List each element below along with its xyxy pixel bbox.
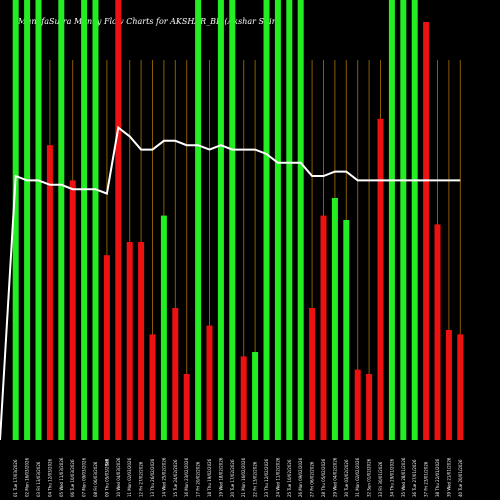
bar-down (46, 145, 53, 440)
bar-up (12, 0, 19, 440)
bar-down (309, 308, 316, 440)
bar-up (92, 0, 99, 440)
bar-up (411, 0, 418, 440)
bar-down (115, 0, 122, 440)
bar-up (217, 0, 224, 440)
bar-up (24, 0, 31, 440)
bar-down (138, 242, 145, 440)
x-tick-label: 36 Tue 27/01/2026 (412, 459, 417, 497)
line-layer (0, 125, 461, 441)
x-tick-label: 31 Mon 02/02/2026 (355, 457, 360, 497)
x-tick-label: 34 Thu 29/01/2026 (389, 458, 394, 497)
x-tick-label: 27 Fri 06/02/2026 (310, 461, 315, 497)
x-tick-label: 05 Wed 11/03/2026 (59, 457, 64, 497)
x-tick-label: 15 Tue 24/02/2026 (173, 459, 178, 497)
bar-down (366, 374, 373, 440)
x-tick-label: 10 Wed 04/03/2026 (116, 457, 121, 497)
bar-down (103, 255, 110, 440)
x-tick-label: 23 Thu 12/02/2026 (264, 458, 269, 497)
bar-up (229, 0, 236, 440)
x-tick-label: 28 Thu 05/02/2026 (321, 458, 326, 497)
bar-up (343, 220, 350, 440)
bar-down (445, 330, 452, 440)
x-tick-label: 22 Fri 13/02/2026 (253, 461, 258, 497)
bar-down (240, 356, 247, 440)
bar-up (274, 0, 281, 440)
bar-down (423, 22, 430, 440)
x-tick-label: 18 Thu 19/02/2026 (207, 458, 212, 497)
bar-down (457, 334, 464, 440)
bar-down (320, 215, 327, 440)
x-tick-label: 16 Mon 23/02/2026 (184, 457, 189, 497)
bar-down (206, 325, 213, 440)
bar-up (160, 215, 167, 440)
x-tick-label: 26 Mon 09/02/2026 (298, 457, 303, 497)
x-tick-label: 37 Fri 23/01/2026 (424, 461, 429, 497)
x-tick-label: 09 Thu 05/03/2026 (104, 458, 109, 497)
x-tick-label: 40 Tue 20/01/2026 (458, 459, 463, 497)
x-tick-label: 39 Wed 21/01/2026 (446, 457, 451, 497)
bar-down (354, 369, 361, 440)
bar-down (434, 224, 441, 440)
chart-title: MunafaSutra Money Flow Charts for AKSHAR… (17, 17, 281, 26)
x-tick-label: 24 Wed 11/02/2026 (275, 457, 280, 497)
bar-up (286, 0, 293, 440)
x-tick-label: 29 Wed 04/02/2026 (332, 457, 337, 497)
bar-up (263, 0, 270, 440)
x-tick-label: 20 Tue 17/02/2026 (230, 459, 235, 497)
x-tick-label: 21 Mon 16/02/2026 (241, 457, 246, 497)
x-tick-label: 06 Tue 10/03/2026 (70, 459, 75, 497)
sell-annotation: Sell (104, 459, 109, 466)
x-tick-label: 04 Thu 12/03/2026 (47, 458, 52, 497)
x-tick-label: 30 Tue 03/02/2026 (344, 459, 349, 497)
bar-up (388, 0, 395, 440)
bar-up (331, 198, 338, 440)
bar-up (58, 0, 65, 440)
x-tick-label: 12 Fri 27/02/2026 (139, 461, 144, 497)
bar-down (377, 118, 384, 441)
bar-down (172, 308, 179, 440)
x-tick-label: 14 Wed 25/02/2026 (161, 457, 166, 497)
bar-up (400, 0, 407, 440)
x-tick-label: 03 Fri 13/03/2026 (36, 461, 41, 497)
x-tick-label: 33 Fri 30/01/2026 (378, 461, 383, 497)
bar-down (183, 374, 190, 440)
x-tick-label: 02 Mon 16/03/2026 (25, 457, 30, 497)
x-tick-label: 13 Thu 26/02/2026 (150, 458, 155, 497)
money-flow-line (0, 125, 461, 441)
x-tick-label: 08 Fri 06/03/2026 (93, 461, 98, 497)
bar-up (252, 352, 259, 440)
x-tick-label: 01 Tue 17/03/2026 (13, 459, 18, 497)
x-tick-label: 07 Mon 09/03/2026 (82, 457, 87, 497)
x-tick-label: 32 Sun 01/02/2026 (367, 458, 372, 497)
x-tick-label: 25 Tue 10/02/2026 (287, 459, 292, 497)
x-tick-label: 11 Mon 02/03/2026 (127, 457, 132, 497)
x-tick-label: 19 Wed 18/02/2026 (218, 457, 223, 497)
bar-up (195, 0, 202, 440)
x-tick-label: 35 Wed 28/01/2026 (401, 457, 406, 497)
bar-up (35, 0, 42, 440)
bar-up (297, 0, 304, 440)
bar-down (149, 334, 156, 440)
x-tick-label: 17 Fri 20/02/2026 (196, 461, 201, 497)
bar-up (81, 0, 88, 440)
bar-layer (12, 0, 464, 441)
bar-down (126, 242, 133, 440)
bar-down (69, 180, 76, 440)
label-layer: 01 Tue 17/03/2026 02 Mon 16/03/2026 03 Fri… (13, 457, 463, 497)
x-tick-label: 38 Thu 22/01/2026 (435, 458, 440, 497)
